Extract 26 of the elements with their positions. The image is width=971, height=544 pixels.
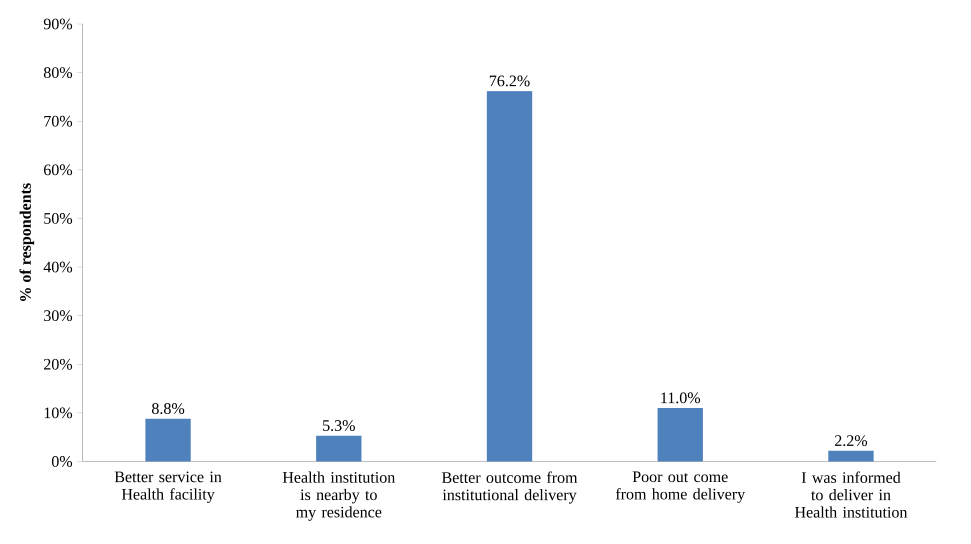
bar	[316, 436, 362, 462]
y-tick-label: 70%	[44, 116, 72, 127]
x-tick-label: I was informed to deliver in Health institution	[794, 471, 908, 518]
data-label: 5.3%	[323, 420, 355, 431]
x-tick-label: Better outcome from institutional delivery	[442, 471, 578, 504]
x-tick-label: Poor out come from home delivery	[616, 471, 746, 503]
bar	[145, 418, 191, 462]
y-tick-label: 10%	[44, 407, 72, 418]
data-label: 8.8%	[152, 403, 184, 414]
bar	[486, 90, 532, 462]
x-tick-label: Health institution is nearby to my residence	[282, 471, 396, 521]
y-tick-label: 20%	[44, 358, 72, 370]
y-tick-label: 0%	[52, 456, 72, 467]
y-tick-label: 40%	[44, 262, 72, 272]
data-label: 11.0%	[661, 392, 700, 404]
x-tick-label: Better service in Health facility	[114, 471, 222, 503]
y-tick-label: 50%	[44, 212, 72, 224]
data-label: 2.2%	[835, 435, 868, 446]
bar	[828, 450, 874, 462]
y-tick-label: 30%	[44, 310, 72, 321]
y-tick-label: 80%	[44, 67, 72, 78]
y-tick-label: 60%	[44, 164, 72, 176]
bar	[658, 408, 703, 462]
data-label: 76.2%	[490, 75, 530, 86]
y-tick-label: 90%	[44, 18, 72, 30]
y-axis-title: % of respondents	[19, 183, 34, 301]
